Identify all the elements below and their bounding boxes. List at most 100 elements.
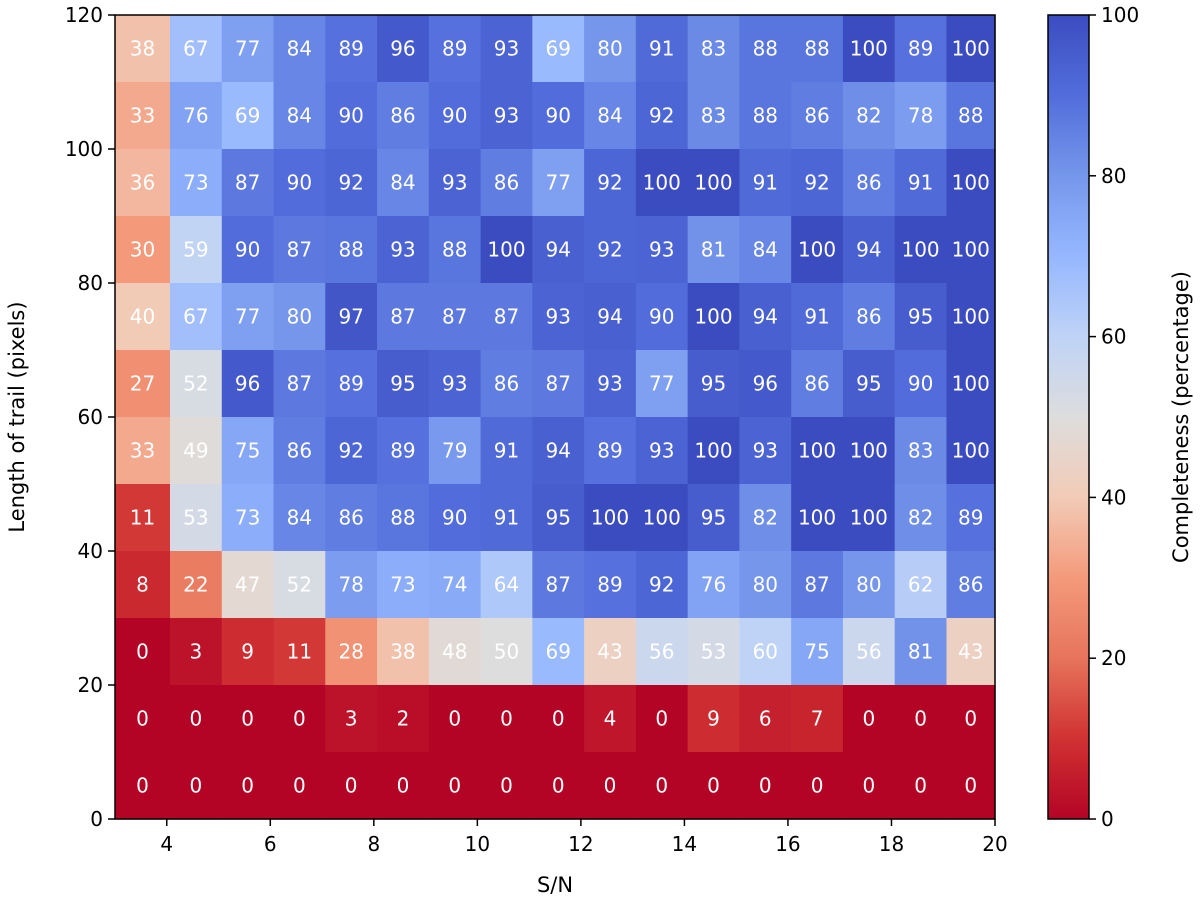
heatmap-cell	[532, 551, 585, 619]
colorbar-ticks: 0 20 40 60 80 100	[1089, 3, 1139, 831]
heatmap-cells	[115, 15, 996, 820]
cell-value-label: 100	[694, 439, 732, 463]
heatmap-cell	[377, 149, 430, 217]
heatmap-cell	[584, 15, 637, 83]
cell-value-label: 83	[701, 37, 726, 61]
cell-value-label: 90	[442, 104, 467, 128]
cell-value-label: 0	[345, 774, 358, 798]
cell-value-label: 11	[130, 506, 155, 530]
cell-value-label: 89	[338, 372, 363, 396]
heatmap-cell	[170, 752, 223, 820]
heatmap-cell	[739, 752, 792, 820]
cell-value-label: 92	[649, 573, 674, 597]
cell-value-label: 100	[798, 439, 836, 463]
cell-value-label: 64	[494, 573, 519, 597]
heatmap-cell	[946, 551, 996, 619]
heatmap-cell	[635, 283, 689, 351]
cell-value-label: 0	[136, 774, 149, 798]
cell-value-label: 0	[397, 774, 410, 798]
cell-value-label: 92	[597, 238, 622, 262]
cell-value-label: 69	[235, 104, 260, 128]
cell-value-label: 86	[856, 171, 881, 195]
cell-value-label: 92	[649, 104, 674, 128]
cell-value-label: 73	[183, 171, 208, 195]
heatmap-cell	[221, 551, 275, 619]
cell-value-label: 11	[287, 640, 312, 664]
cell-value-label: 73	[390, 573, 415, 597]
heatmap-cell	[273, 685, 326, 753]
cell-value-label: 0	[604, 774, 617, 798]
cell-value-label: 92	[804, 171, 829, 195]
cell-value-label: 60	[753, 640, 778, 664]
heatmap-cell	[894, 551, 948, 619]
cell-value-label: 100	[694, 305, 732, 329]
cell-value-label: 49	[183, 439, 208, 463]
cell-value-label: 0	[500, 707, 513, 731]
heatmap-cell	[894, 15, 948, 83]
heatmap-cell	[273, 216, 326, 284]
heatmap-cell	[115, 484, 171, 552]
cell-value-label: 76	[701, 573, 726, 597]
cell-value-label: 86	[804, 372, 829, 396]
heatmap-cell	[739, 417, 792, 485]
colorbar-frame	[1047, 14, 1090, 820]
cell-value-label: 9	[707, 707, 720, 731]
heatmap-cell	[791, 283, 844, 351]
heatmap-cell	[115, 350, 171, 418]
cell-value-label: 78	[338, 573, 363, 597]
heatmap-cell	[842, 82, 896, 150]
heatmap-cell	[894, 752, 948, 820]
heatmap-cell	[532, 618, 585, 686]
colorbar-tick-label: 0	[1101, 807, 1114, 831]
cell-value-label: 95	[546, 506, 571, 530]
cell-value-label: 38	[390, 640, 415, 664]
heatmap-cell	[273, 484, 326, 552]
cell-value-label: 76	[183, 104, 208, 128]
heatmap-cell	[221, 618, 275, 686]
heatmap-cell	[635, 618, 689, 686]
colorbar-tick-label: 20	[1101, 646, 1126, 670]
heatmap-cell	[115, 82, 171, 150]
heatmap-cell	[377, 752, 430, 820]
cell-value-label: 83	[701, 104, 726, 128]
y-axis-ticks: 0 20 40 60 80 100 120	[65, 3, 115, 831]
heatmap-cell	[946, 484, 996, 552]
heatmap-cell	[584, 82, 637, 150]
cell-value-label: 89	[908, 37, 933, 61]
cell-value-label: 96	[390, 37, 415, 61]
cell-value-label: 82	[908, 506, 933, 530]
heatmap-cell	[842, 685, 896, 753]
heatmap-cell	[273, 618, 326, 686]
heatmap-cell	[739, 551, 792, 619]
cell-value-label: 56	[649, 640, 674, 664]
heatmap-cell	[584, 417, 637, 485]
y-tick-label: 120	[65, 3, 103, 27]
y-tick-label: 40	[78, 539, 103, 563]
heatmap-cell	[170, 350, 223, 418]
heatmap-cell	[584, 283, 637, 351]
cell-value-label: 90	[546, 104, 571, 128]
heatmap-cell	[791, 417, 844, 485]
heatmap-cell	[221, 350, 275, 418]
cell-value-label: 90	[908, 372, 933, 396]
cell-value-label: 40	[130, 305, 155, 329]
cell-value-label: 9	[241, 640, 254, 664]
heatmap-cell	[221, 752, 275, 820]
heatmap-cell	[428, 15, 482, 83]
heatmap-cell	[842, 551, 896, 619]
cell-value-label: 0	[552, 707, 565, 731]
cell-value-label: 94	[856, 238, 881, 262]
heatmap-cell	[739, 283, 792, 351]
cell-value-label: 84	[287, 506, 312, 530]
cell-value-label: 77	[235, 37, 260, 61]
cell-value-label: 0	[964, 774, 977, 798]
heatmap-cell	[842, 283, 896, 351]
heatmap-cell	[532, 484, 585, 552]
cell-value-label: 28	[338, 640, 363, 664]
cell-value-label: 36	[130, 171, 155, 195]
cell-value-label: 88	[390, 506, 415, 530]
heatmap-cell	[115, 618, 171, 686]
cell-value-label: 0	[862, 774, 875, 798]
x-tick-label: 20	[982, 832, 1007, 856]
heatmap-cell	[221, 283, 275, 351]
